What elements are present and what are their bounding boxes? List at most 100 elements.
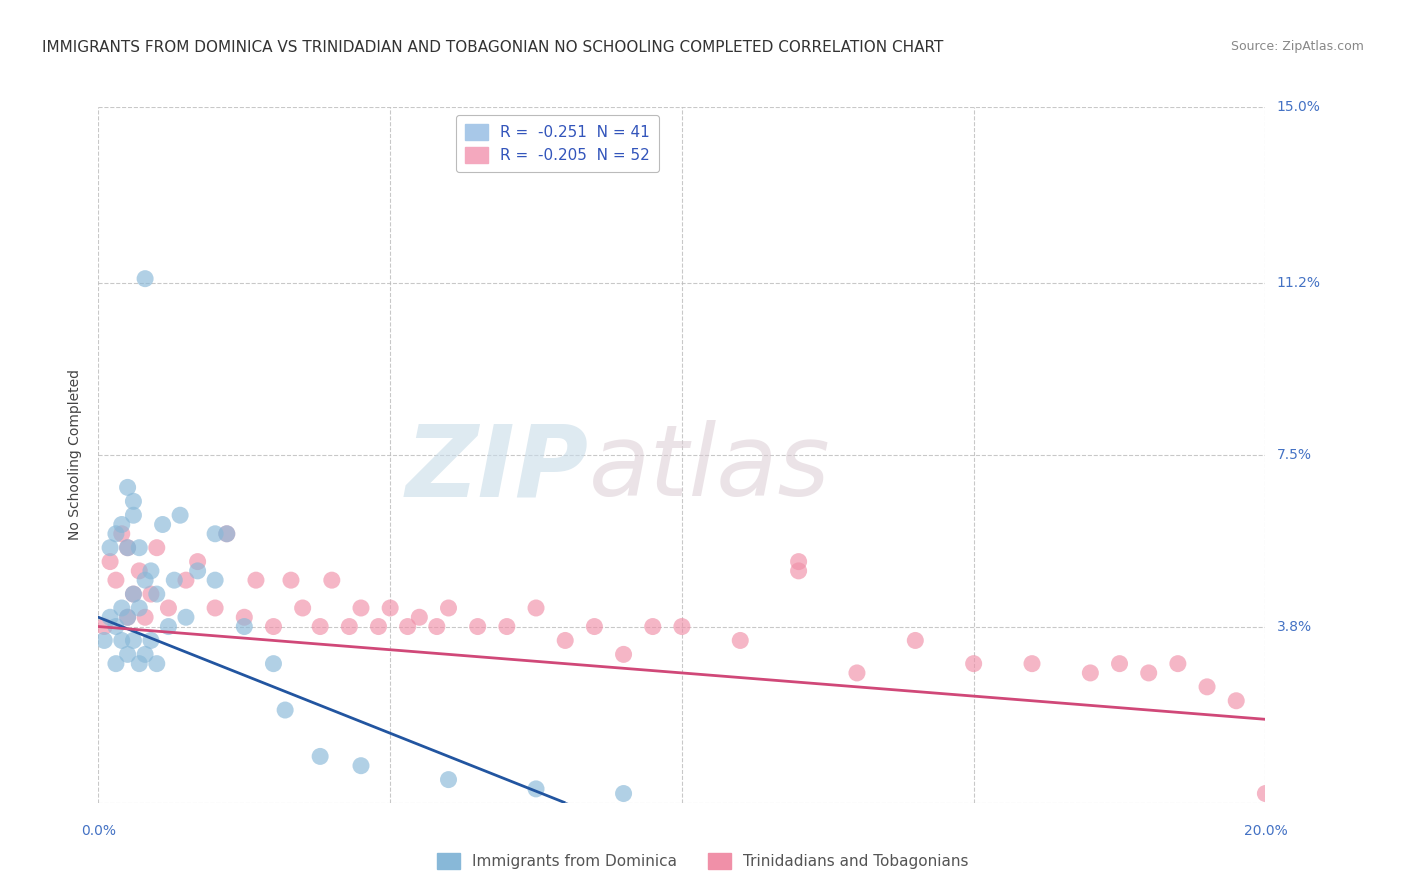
Point	[337, 619, 360, 633]
Point	[122, 494, 145, 508]
Point	[262, 619, 284, 633]
Point	[139, 633, 162, 648]
Point	[111, 517, 134, 532]
Point	[1137, 665, 1160, 680]
Point	[122, 587, 145, 601]
Point	[98, 555, 121, 569]
Point	[174, 573, 197, 587]
Point	[146, 587, 169, 601]
Point	[204, 601, 226, 615]
Point	[309, 619, 332, 633]
Point	[1167, 657, 1189, 671]
Point	[146, 541, 169, 555]
Point	[437, 772, 460, 787]
Point	[117, 541, 139, 555]
Point	[117, 610, 139, 624]
Point	[139, 587, 162, 601]
Text: Source: ZipAtlas.com: Source: ZipAtlas.com	[1230, 40, 1364, 54]
Text: ZIP: ZIP	[405, 420, 589, 517]
Point	[204, 573, 226, 587]
Text: 7.5%: 7.5%	[1277, 448, 1312, 462]
Point	[524, 601, 547, 615]
Point	[350, 758, 373, 772]
Point	[612, 648, 634, 662]
Point	[104, 619, 127, 633]
Text: 0.0%: 0.0%	[82, 823, 115, 838]
Point	[274, 703, 297, 717]
Point	[1080, 665, 1102, 680]
Point	[671, 619, 693, 633]
Point	[146, 657, 169, 671]
Point	[163, 573, 186, 587]
Point	[117, 610, 139, 624]
Point	[233, 610, 256, 624]
Point	[93, 619, 115, 633]
Point	[187, 564, 209, 578]
Point	[111, 601, 134, 615]
Point	[437, 601, 460, 615]
Point	[128, 564, 150, 578]
Point	[111, 526, 134, 541]
Point	[157, 619, 180, 633]
Y-axis label: No Schooling Completed: No Schooling Completed	[69, 369, 83, 541]
Point	[122, 633, 145, 648]
Point	[128, 541, 150, 555]
Point	[496, 619, 519, 633]
Point	[730, 633, 752, 648]
Point	[204, 526, 226, 541]
Point	[367, 619, 389, 633]
Point	[128, 657, 150, 671]
Point	[134, 610, 156, 624]
Point	[1195, 680, 1218, 694]
Point	[309, 749, 332, 764]
Point	[104, 657, 127, 671]
Point	[787, 564, 810, 578]
Text: 15.0%: 15.0%	[1277, 100, 1320, 114]
Point	[1108, 657, 1130, 671]
Point	[1021, 657, 1043, 671]
Point	[1254, 787, 1277, 801]
Point	[98, 610, 121, 624]
Text: atlas: atlas	[589, 420, 830, 517]
Point	[846, 665, 869, 680]
Point	[408, 610, 430, 624]
Point	[904, 633, 927, 648]
Legend: R =  -0.251  N = 41, R =  -0.205  N = 52: R = -0.251 N = 41, R = -0.205 N = 52	[456, 115, 659, 172]
Point	[962, 657, 984, 671]
Point	[117, 480, 139, 494]
Point	[157, 601, 180, 615]
Point	[291, 601, 314, 615]
Point	[104, 526, 127, 541]
Point	[117, 648, 139, 662]
Point	[380, 601, 402, 615]
Point	[104, 573, 127, 587]
Point	[215, 526, 238, 541]
Point	[524, 781, 547, 796]
Point	[134, 573, 156, 587]
Point	[215, 526, 238, 541]
Point	[583, 619, 606, 633]
Point	[280, 573, 302, 587]
Point	[134, 271, 156, 285]
Text: 11.2%: 11.2%	[1277, 277, 1320, 290]
Point	[139, 564, 162, 578]
Point	[787, 555, 810, 569]
Point	[245, 573, 267, 587]
Legend: Immigrants from Dominica, Trinidadians and Tobagonians: Immigrants from Dominica, Trinidadians a…	[432, 847, 974, 875]
Point	[128, 601, 150, 615]
Point	[174, 610, 197, 624]
Text: IMMIGRANTS FROM DOMINICA VS TRINIDADIAN AND TOBAGONIAN NO SCHOOLING COMPLETED CO: IMMIGRANTS FROM DOMINICA VS TRINIDADIAN …	[42, 40, 943, 55]
Text: 20.0%: 20.0%	[1243, 823, 1288, 838]
Point	[169, 508, 191, 523]
Point	[426, 619, 449, 633]
Point	[122, 587, 145, 601]
Point	[321, 573, 343, 587]
Point	[641, 619, 664, 633]
Point	[554, 633, 576, 648]
Point	[612, 787, 634, 801]
Text: 3.8%: 3.8%	[1277, 620, 1312, 633]
Point	[262, 657, 284, 671]
Point	[1225, 694, 1247, 708]
Point	[93, 633, 115, 648]
Point	[111, 633, 134, 648]
